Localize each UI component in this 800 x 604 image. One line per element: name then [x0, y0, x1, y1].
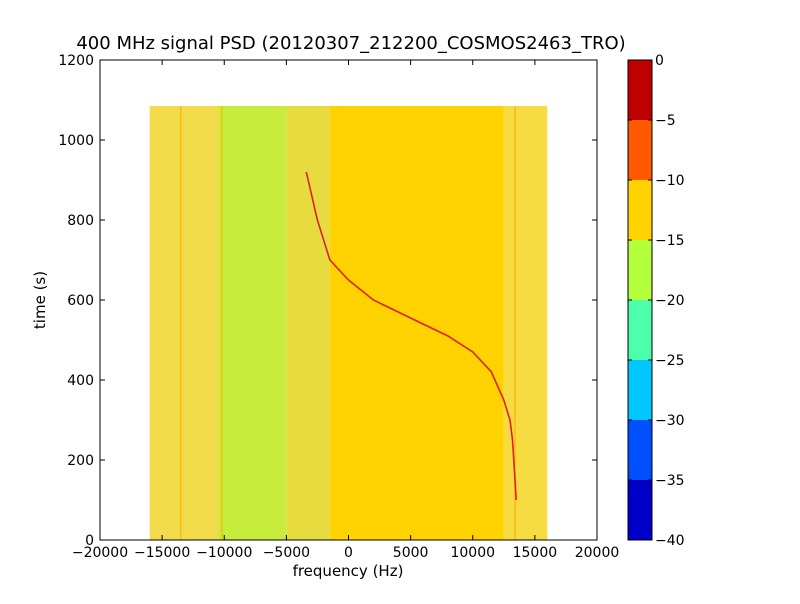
colorbar-tick-label: −25: [655, 353, 685, 369]
colorbar-tick-label: −15: [655, 233, 685, 249]
y-tick-label: 800: [67, 213, 94, 229]
y-axis-label: time (s): [31, 271, 49, 329]
chart-title: 400 MHz signal PSD (20120307_212200_COSM…: [76, 33, 625, 54]
heatmap-region: [286, 106, 330, 540]
x-tick-label: 0: [344, 545, 353, 561]
x-tick-label: 5000: [393, 545, 429, 561]
plot-area: −20000 −15000 −10000 −5000 0 5000 10000 15000 20…: [58, 53, 619, 561]
colorbar-tick-label: −20: [655, 293, 685, 309]
colorbar-tick-label: −5: [655, 113, 676, 129]
x-tick-label: −10000: [196, 545, 252, 561]
colorbar-tick-label: 0: [655, 53, 664, 69]
colorbar-tick-label: −40: [655, 533, 685, 549]
y-tick-label: 600: [67, 293, 94, 309]
heatmap-region: [329, 106, 504, 540]
y-tick-label: 1200: [58, 53, 94, 69]
colorbar-tick-label: −10: [655, 173, 685, 189]
x-tick-label: 10000: [450, 545, 495, 561]
signal-trace: [305, 171, 517, 501]
colorbar: 0 −5 −10 −15 −20 −25 −30 −35 −40: [627, 53, 685, 549]
heatmap-region: [218, 106, 287, 540]
y-tick-label: 200: [67, 453, 94, 469]
colorbar-level: [628, 180, 652, 240]
x-tick-label: 20000: [575, 545, 620, 561]
x-tick-label: −15000: [134, 545, 190, 561]
colorbar-level: [628, 120, 652, 180]
colorbar-level: [628, 480, 652, 540]
x-axis-label: frequency (Hz): [293, 562, 404, 580]
x-tick-label: −20000: [72, 545, 128, 561]
heatmap-region: [503, 106, 548, 540]
colorbar-level: [628, 60, 652, 120]
colorbar-level: [628, 240, 652, 300]
y-tick-label: 0: [85, 533, 94, 549]
y-tick-label: 400: [67, 373, 94, 389]
colorbar-level: [628, 300, 652, 360]
colorbar-tick-label: −30: [655, 413, 685, 429]
y-tick-label: 1000: [58, 133, 94, 149]
colorbar-tick-label: −35: [655, 473, 685, 489]
x-tick-label: 15000: [513, 545, 558, 561]
x-tick-label: −5000: [263, 545, 310, 561]
colorbar-level: [628, 360, 652, 420]
heatmap-region: [149, 106, 219, 540]
colorbar-level: [628, 420, 652, 480]
